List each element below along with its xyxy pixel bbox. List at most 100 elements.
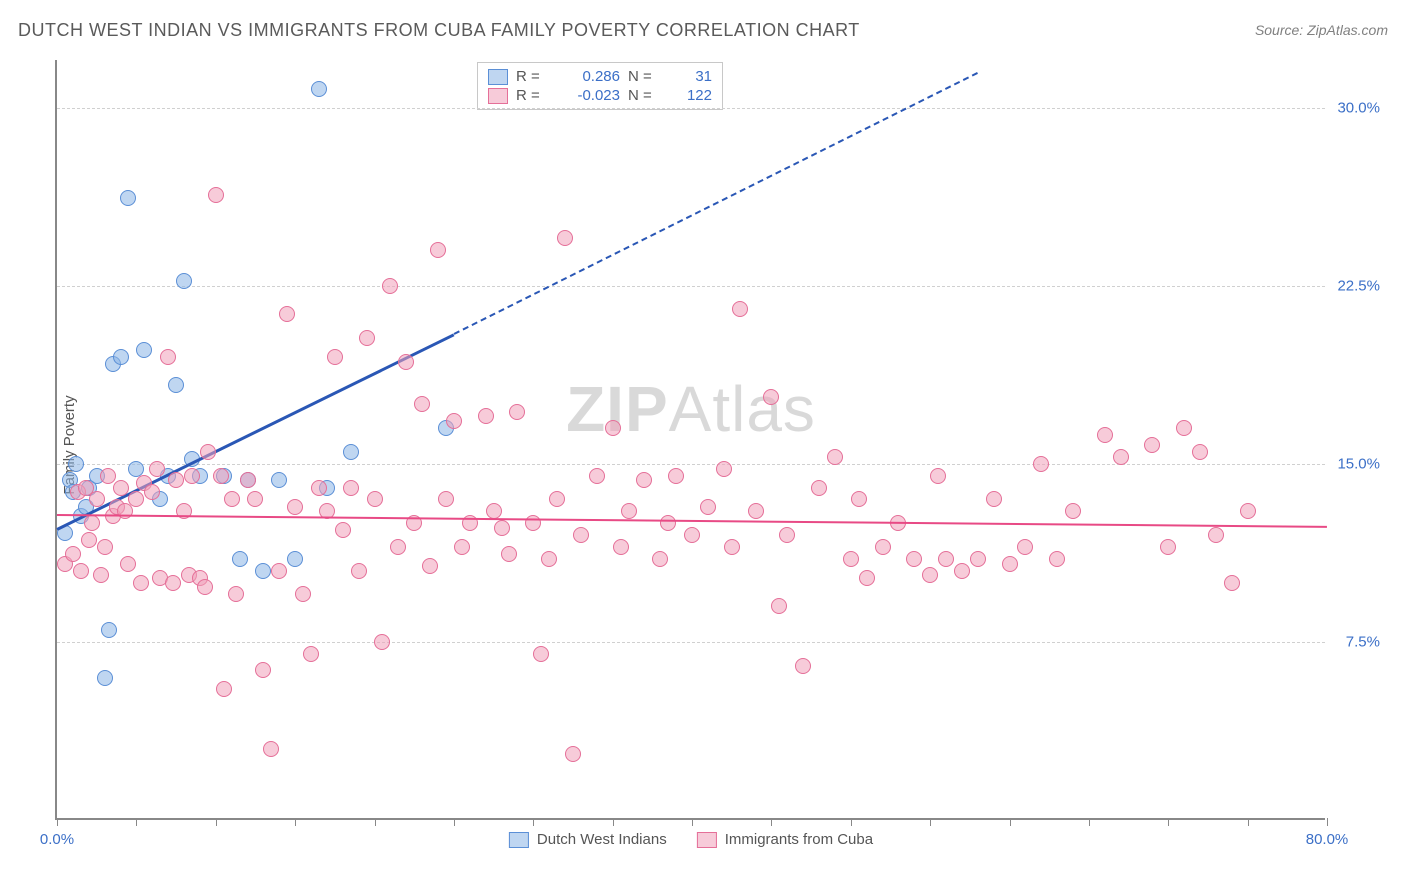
data-point-dutch <box>113 349 129 365</box>
data-point-cuba <box>160 349 176 365</box>
data-point-dutch <box>176 273 192 289</box>
data-point-cuba <box>954 563 970 579</box>
data-point-cuba <box>149 461 165 477</box>
x-tick-label: 80.0% <box>1306 831 1349 848</box>
data-point-cuba <box>216 681 232 697</box>
data-point-cuba <box>1017 539 1033 555</box>
gridline-h <box>57 642 1325 643</box>
data-point-cuba <box>970 551 986 567</box>
y-tick-label: 15.0% <box>1337 455 1380 472</box>
data-point-cuba <box>133 575 149 591</box>
data-point-cuba <box>97 539 113 555</box>
data-point-cuba <box>271 563 287 579</box>
data-point-cuba <box>1144 437 1160 453</box>
data-point-cuba <box>93 567 109 583</box>
data-point-cuba <box>668 468 684 484</box>
data-point-cuba <box>1192 444 1208 460</box>
data-point-cuba <box>81 532 97 548</box>
data-point-cuba <box>398 354 414 370</box>
data-point-cuba <box>89 491 105 507</box>
data-point-cuba <box>208 187 224 203</box>
data-point-cuba <box>557 230 573 246</box>
watermark: ZIPAtlas <box>566 372 816 446</box>
x-tick-mark <box>613 818 614 826</box>
x-tick-mark <box>1327 818 1328 826</box>
data-point-cuba <box>367 491 383 507</box>
data-point-cuba <box>509 404 525 420</box>
data-point-cuba <box>700 499 716 515</box>
data-point-cuba <box>1065 503 1081 519</box>
data-point-cuba <box>255 662 271 678</box>
trend-line <box>57 514 1327 528</box>
data-point-cuba <box>716 461 732 477</box>
data-point-cuba <box>533 646 549 662</box>
data-point-cuba <box>120 556 136 572</box>
data-point-cuba <box>549 491 565 507</box>
data-point-cuba <box>213 468 229 484</box>
data-point-cuba <box>541 551 557 567</box>
data-point-cuba <box>311 480 327 496</box>
data-point-cuba <box>652 551 668 567</box>
data-point-cuba <box>660 515 676 531</box>
data-point-cuba <box>1113 449 1129 465</box>
r-value-cuba: -0.023 <box>560 87 620 104</box>
data-point-cuba <box>771 598 787 614</box>
x-tick-label: 0.0% <box>40 831 74 848</box>
data-point-cuba <box>197 579 213 595</box>
stats-row-cuba: R = -0.023 N = 122 <box>488 86 712 105</box>
stats-row-dutch: R = 0.286 N = 31 <box>488 67 712 86</box>
data-point-dutch <box>101 622 117 638</box>
data-point-cuba <box>390 539 406 555</box>
data-point-cuba <box>748 503 764 519</box>
x-tick-mark <box>533 818 534 826</box>
data-point-cuba <box>732 301 748 317</box>
data-point-cuba <box>478 408 494 424</box>
data-point-cuba <box>240 472 256 488</box>
data-point-cuba <box>494 520 510 536</box>
data-point-cuba <box>382 278 398 294</box>
y-tick-label: 7.5% <box>1346 633 1380 650</box>
data-point-cuba <box>351 563 367 579</box>
data-point-cuba <box>851 491 867 507</box>
data-point-cuba <box>1097 427 1113 443</box>
data-point-dutch <box>168 377 184 393</box>
data-point-cuba <box>303 646 319 662</box>
x-tick-mark <box>136 818 137 826</box>
data-point-cuba <box>843 551 859 567</box>
chart-title: DUTCH WEST INDIAN VS IMMIGRANTS FROM CUB… <box>18 20 860 41</box>
data-point-dutch <box>311 81 327 97</box>
data-point-cuba <box>374 634 390 650</box>
data-point-cuba <box>84 515 100 531</box>
data-point-cuba <box>335 522 351 538</box>
data-point-cuba <box>1240 503 1256 519</box>
x-tick-mark <box>295 818 296 826</box>
data-point-dutch <box>136 342 152 358</box>
data-point-cuba <box>454 539 470 555</box>
data-point-dutch <box>232 551 248 567</box>
data-point-cuba <box>128 491 144 507</box>
data-point-cuba <box>621 503 637 519</box>
data-point-cuba <box>613 539 629 555</box>
y-tick-label: 22.5% <box>1337 277 1380 294</box>
data-point-cuba <box>875 539 891 555</box>
data-point-cuba <box>859 570 875 586</box>
data-point-cuba <box>430 242 446 258</box>
x-tick-mark <box>692 818 693 826</box>
data-point-dutch <box>271 472 287 488</box>
data-point-cuba <box>636 472 652 488</box>
r-value-dutch: 0.286 <box>560 68 620 85</box>
source-attribution: Source: ZipAtlas.com <box>1255 22 1388 38</box>
x-tick-mark <box>771 818 772 826</box>
data-point-cuba <box>200 444 216 460</box>
data-point-cuba <box>795 658 811 674</box>
data-point-cuba <box>263 741 279 757</box>
data-point-cuba <box>168 472 184 488</box>
data-point-cuba <box>763 389 779 405</box>
x-tick-mark <box>454 818 455 826</box>
data-point-cuba <box>1208 527 1224 543</box>
x-tick-mark <box>57 818 58 826</box>
data-point-cuba <box>438 491 454 507</box>
series-legend: Dutch West Indians Immigrants from Cuba <box>509 831 873 848</box>
data-point-cuba <box>1160 539 1176 555</box>
data-point-cuba <box>359 330 375 346</box>
